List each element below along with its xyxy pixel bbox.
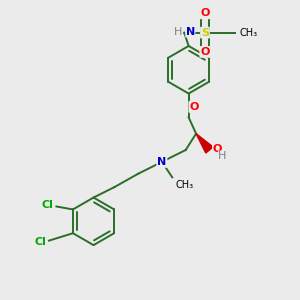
Text: CH₃: CH₃ (240, 28, 258, 38)
Text: H: H (218, 151, 227, 161)
Text: O: O (189, 102, 199, 112)
Text: O: O (200, 8, 210, 18)
Text: Cl: Cl (41, 200, 53, 210)
Text: N: N (186, 27, 195, 37)
Text: N: N (157, 157, 167, 167)
Text: CH₃: CH₃ (175, 180, 194, 190)
Text: S: S (201, 28, 209, 38)
Text: O: O (212, 143, 222, 154)
Text: H: H (174, 27, 183, 37)
Text: Cl: Cl (34, 236, 46, 247)
Text: O: O (200, 47, 210, 57)
Polygon shape (196, 134, 213, 153)
